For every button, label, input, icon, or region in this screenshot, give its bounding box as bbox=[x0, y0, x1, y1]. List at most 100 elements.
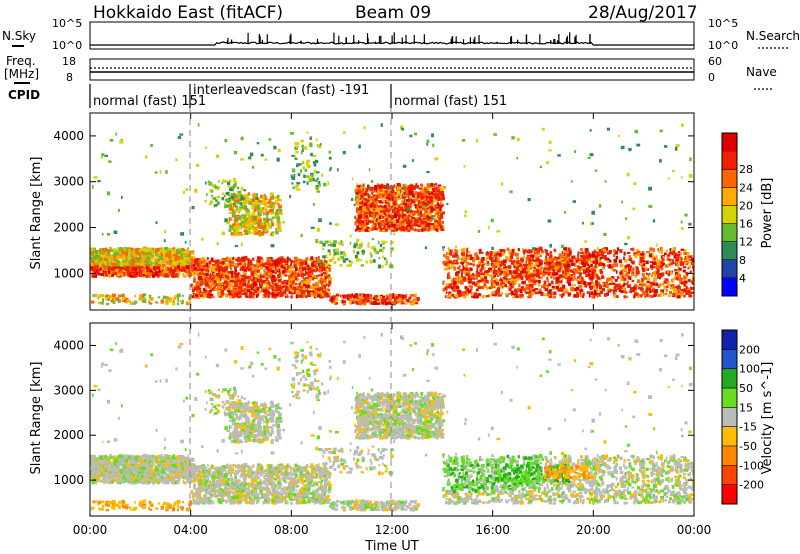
data-cell bbox=[234, 284, 237, 288]
data-cell bbox=[90, 256, 94, 260]
data-cell bbox=[100, 265, 103, 268]
data-cell bbox=[133, 270, 136, 274]
data-cell bbox=[206, 280, 210, 283]
data-cell bbox=[190, 258, 195, 263]
data-cell bbox=[148, 300, 150, 303]
data-cell bbox=[171, 255, 174, 258]
data-cell bbox=[122, 248, 125, 251]
data-cell bbox=[419, 218, 423, 223]
data-cell bbox=[240, 187, 244, 191]
data-cell bbox=[341, 299, 344, 304]
data-cell bbox=[228, 179, 232, 183]
data-cell bbox=[380, 183, 383, 188]
data-cell bbox=[423, 217, 428, 220]
data-cell bbox=[266, 266, 270, 270]
data-cell bbox=[403, 206, 406, 210]
data-cell bbox=[296, 279, 299, 282]
data-cell bbox=[321, 264, 324, 269]
data-cell bbox=[219, 278, 222, 281]
data-cell bbox=[328, 274, 331, 277]
data-cell bbox=[167, 271, 170, 275]
data-cell bbox=[355, 192, 359, 195]
data-cell bbox=[219, 261, 222, 265]
data-cell bbox=[118, 268, 121, 272]
data-cell bbox=[369, 204, 373, 208]
data-cell bbox=[113, 255, 117, 259]
data-cell bbox=[397, 196, 402, 200]
data-cell bbox=[209, 290, 212, 293]
data-cell bbox=[222, 293, 226, 296]
data-cell bbox=[363, 302, 367, 306]
data-cell bbox=[271, 274, 276, 278]
data-cell bbox=[90, 247, 95, 251]
data-cell bbox=[255, 267, 259, 270]
data-cell bbox=[315, 265, 319, 268]
data-cell bbox=[416, 194, 420, 199]
data-cell bbox=[391, 224, 395, 229]
data-cell bbox=[154, 258, 157, 261]
data-cell bbox=[240, 202, 242, 206]
data-cell bbox=[209, 278, 213, 282]
data-cell bbox=[328, 292, 332, 295]
data-cell bbox=[119, 262, 124, 267]
data-cell bbox=[170, 263, 173, 267]
data-cell bbox=[439, 208, 442, 212]
data-cell bbox=[257, 256, 261, 260]
data-cell bbox=[222, 282, 225, 285]
data-cell bbox=[302, 267, 306, 271]
data-cell bbox=[396, 296, 401, 299]
data-cell bbox=[402, 219, 406, 222]
data-cell bbox=[213, 287, 218, 291]
data-cell bbox=[199, 271, 202, 274]
data-cell bbox=[359, 303, 361, 306]
data-cell bbox=[245, 223, 250, 228]
data-cell bbox=[364, 198, 367, 202]
data-cell bbox=[414, 223, 418, 227]
data-cell bbox=[246, 283, 249, 288]
data-cell bbox=[252, 287, 257, 290]
data-cell bbox=[230, 261, 235, 265]
data-cell bbox=[197, 258, 200, 261]
data-cell bbox=[149, 297, 152, 300]
data-cell bbox=[102, 267, 104, 271]
data-cell bbox=[271, 201, 274, 206]
data-cell bbox=[408, 220, 410, 225]
data-cell bbox=[358, 214, 362, 219]
data-cell bbox=[238, 216, 241, 221]
data-cell bbox=[212, 277, 216, 280]
data-cell bbox=[228, 200, 231, 204]
cpid-mode-3: normal (fast) 151 bbox=[394, 94, 507, 109]
data-cell bbox=[108, 270, 111, 274]
data-cell bbox=[384, 227, 388, 230]
data-cell bbox=[145, 273, 148, 276]
data-cell bbox=[300, 281, 303, 285]
data-cell bbox=[434, 227, 439, 231]
data-cell bbox=[440, 221, 443, 226]
data-cell bbox=[218, 279, 221, 284]
data-cell bbox=[175, 261, 177, 265]
data-cell bbox=[219, 263, 222, 268]
data-cell bbox=[438, 212, 442, 217]
data-cell bbox=[220, 293, 224, 296]
noise-tick-right-bottom: 10^0 bbox=[708, 39, 738, 52]
data-cell bbox=[150, 254, 155, 258]
data-cell bbox=[366, 208, 370, 212]
data-cell bbox=[254, 279, 258, 283]
data-cell bbox=[377, 188, 382, 191]
data-cell bbox=[199, 274, 203, 277]
data-cell bbox=[358, 212, 361, 216]
data-cell bbox=[223, 179, 228, 183]
data-cell bbox=[147, 255, 150, 259]
data-cell bbox=[386, 215, 390, 220]
data-cell bbox=[162, 270, 166, 274]
data-cell bbox=[148, 247, 151, 252]
data-cell bbox=[214, 282, 218, 287]
data-cell bbox=[320, 280, 323, 285]
data-cell bbox=[160, 272, 163, 275]
data-cell bbox=[247, 258, 250, 263]
data-cell bbox=[393, 202, 397, 206]
data-cell bbox=[381, 227, 385, 231]
data-cell bbox=[400, 212, 404, 216]
data-cell bbox=[396, 218, 400, 223]
data-cell bbox=[197, 267, 200, 270]
